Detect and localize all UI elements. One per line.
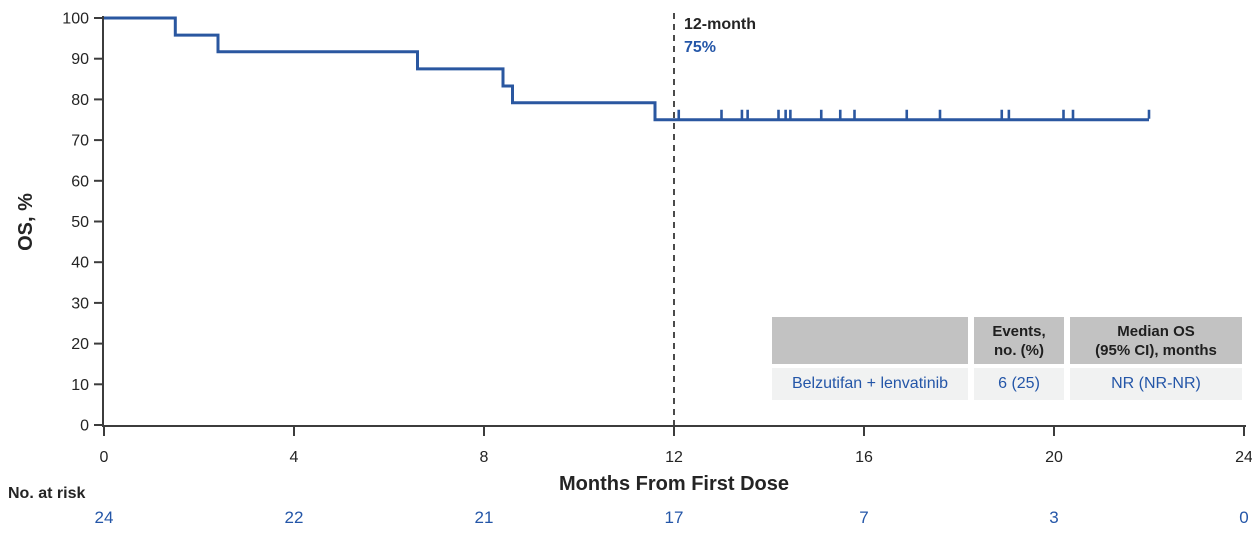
y-tick-label: 40 [71, 255, 89, 272]
table-cell-arm-name: Belzutifan + lenvatinib [772, 368, 968, 400]
x-tick-label: 12 [665, 449, 683, 466]
reference-annotation-title: 12-month [684, 16, 756, 33]
y-tick-label: 30 [71, 295, 89, 312]
table-header-group [772, 317, 968, 364]
x-tick-label: 8 [480, 449, 489, 466]
at-risk-count: 17 [665, 508, 684, 527]
table-header-median-os: Median OS (95% CI), months [1070, 317, 1242, 364]
y-tick-label: 10 [71, 377, 89, 394]
reference-annotation-value: 75% [684, 39, 716, 56]
table-header-events-line1: Events, [992, 322, 1046, 340]
survival-curve [104, 16, 1151, 122]
table-header-events-line2: no. (%) [994, 341, 1044, 359]
axes: 0 10 20 30 40 50 60 70 80 90 100 0 4 8 12 16 20 24 [62, 11, 1252, 467]
y-tick-label: 60 [71, 173, 89, 190]
x-tick-label: 20 [1045, 449, 1063, 466]
y-tick-label: 80 [71, 92, 89, 109]
at-risk-count: 24 [95, 508, 114, 527]
y-tick-label: 70 [71, 133, 89, 150]
summary-table: Events, no. (%) Median OS (95% CI), mont… [772, 317, 1242, 400]
x-tick-label: 0 [100, 449, 109, 466]
y-tick-label: 0 [80, 418, 89, 435]
x-axis-title: Months From First Dose [559, 473, 789, 495]
table-cell-events: 6 (25) [974, 368, 1064, 400]
x-tick-label: 4 [290, 449, 299, 466]
at-risk-count: 22 [285, 508, 304, 527]
number-at-risk-row: 24 22 21 17 7 3 0 [95, 508, 1249, 527]
table-cell-median-os: NR (NR-NR) [1070, 368, 1242, 400]
y-tick-label: 20 [71, 336, 89, 353]
at-risk-count: 0 [1239, 508, 1248, 527]
x-tick-label: 24 [1235, 449, 1252, 466]
y-tick-label: 50 [71, 214, 89, 231]
km-step-path [104, 16, 1149, 122]
at-risk-count: 7 [859, 508, 868, 527]
table-header-median-line1: Median OS [1117, 322, 1195, 340]
table-header-median-line2: (95% CI), months [1095, 341, 1217, 359]
at-risk-count: 21 [475, 508, 494, 527]
no-at-risk-label: No. at risk [8, 485, 85, 502]
at-risk-count: 3 [1049, 508, 1058, 527]
x-tick-label: 16 [855, 449, 873, 466]
y-tick-label: 90 [71, 51, 89, 68]
y-axis-title: OS, % [15, 193, 37, 251]
table-header-events: Events, no. (%) [974, 317, 1064, 364]
y-tick-label: 100 [62, 11, 89, 28]
